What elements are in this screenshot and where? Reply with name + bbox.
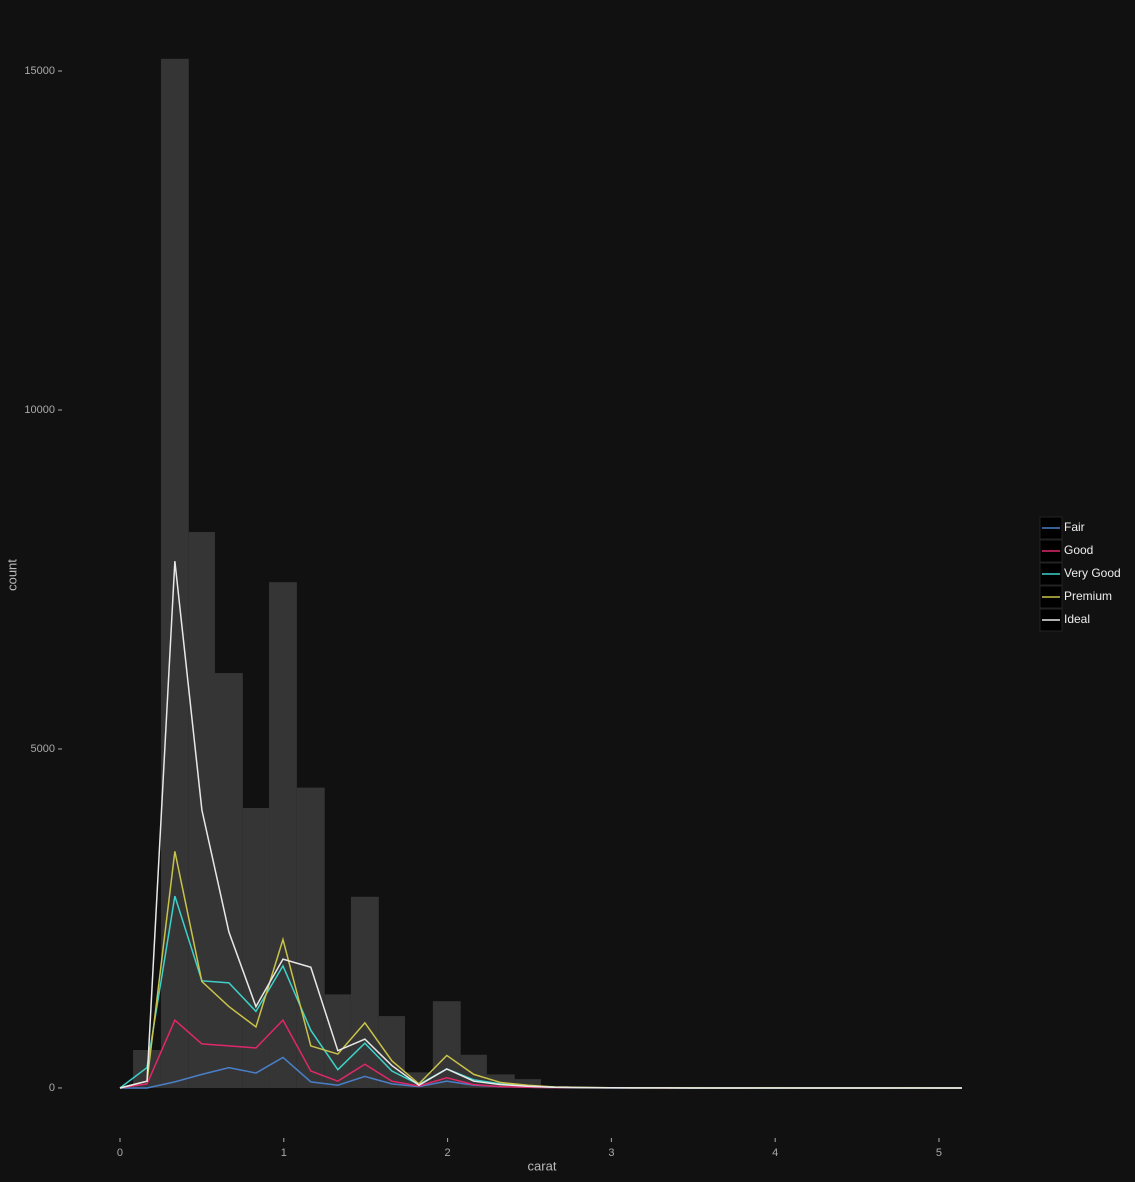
legend-label: Very Good — [1064, 566, 1121, 580]
x-tick-label: 0 — [117, 1147, 123, 1159]
y-tick-label: 10000 — [24, 404, 55, 416]
bar — [269, 582, 297, 1088]
legend-label: Ideal — [1064, 612, 1090, 626]
bar — [514, 1079, 541, 1088]
x-axis-title: carat — [528, 1158, 557, 1173]
x-tick-label: 4 — [772, 1147, 778, 1159]
x-tick-label: 2 — [445, 1147, 451, 1159]
y-tick-label: 15000 — [24, 65, 55, 77]
y-tick-label: 5000 — [31, 743, 55, 755]
y-tick-label: 0 — [49, 1082, 55, 1094]
bar — [214, 673, 243, 1088]
x-tick-label: 3 — [608, 1147, 614, 1159]
legend-label: Good — [1064, 543, 1093, 557]
legend-label: Premium — [1064, 589, 1112, 603]
legend-label: Fair — [1064, 520, 1085, 534]
bar — [296, 787, 325, 1088]
bar — [378, 1016, 405, 1088]
bar — [242, 807, 270, 1088]
y-axis-title: count — [4, 559, 19, 591]
bar — [324, 994, 351, 1088]
x-tick-label: 1 — [281, 1147, 287, 1159]
series-line — [119, 561, 962, 1089]
x-tick-label: 5 — [936, 1147, 942, 1159]
bar — [350, 896, 379, 1088]
